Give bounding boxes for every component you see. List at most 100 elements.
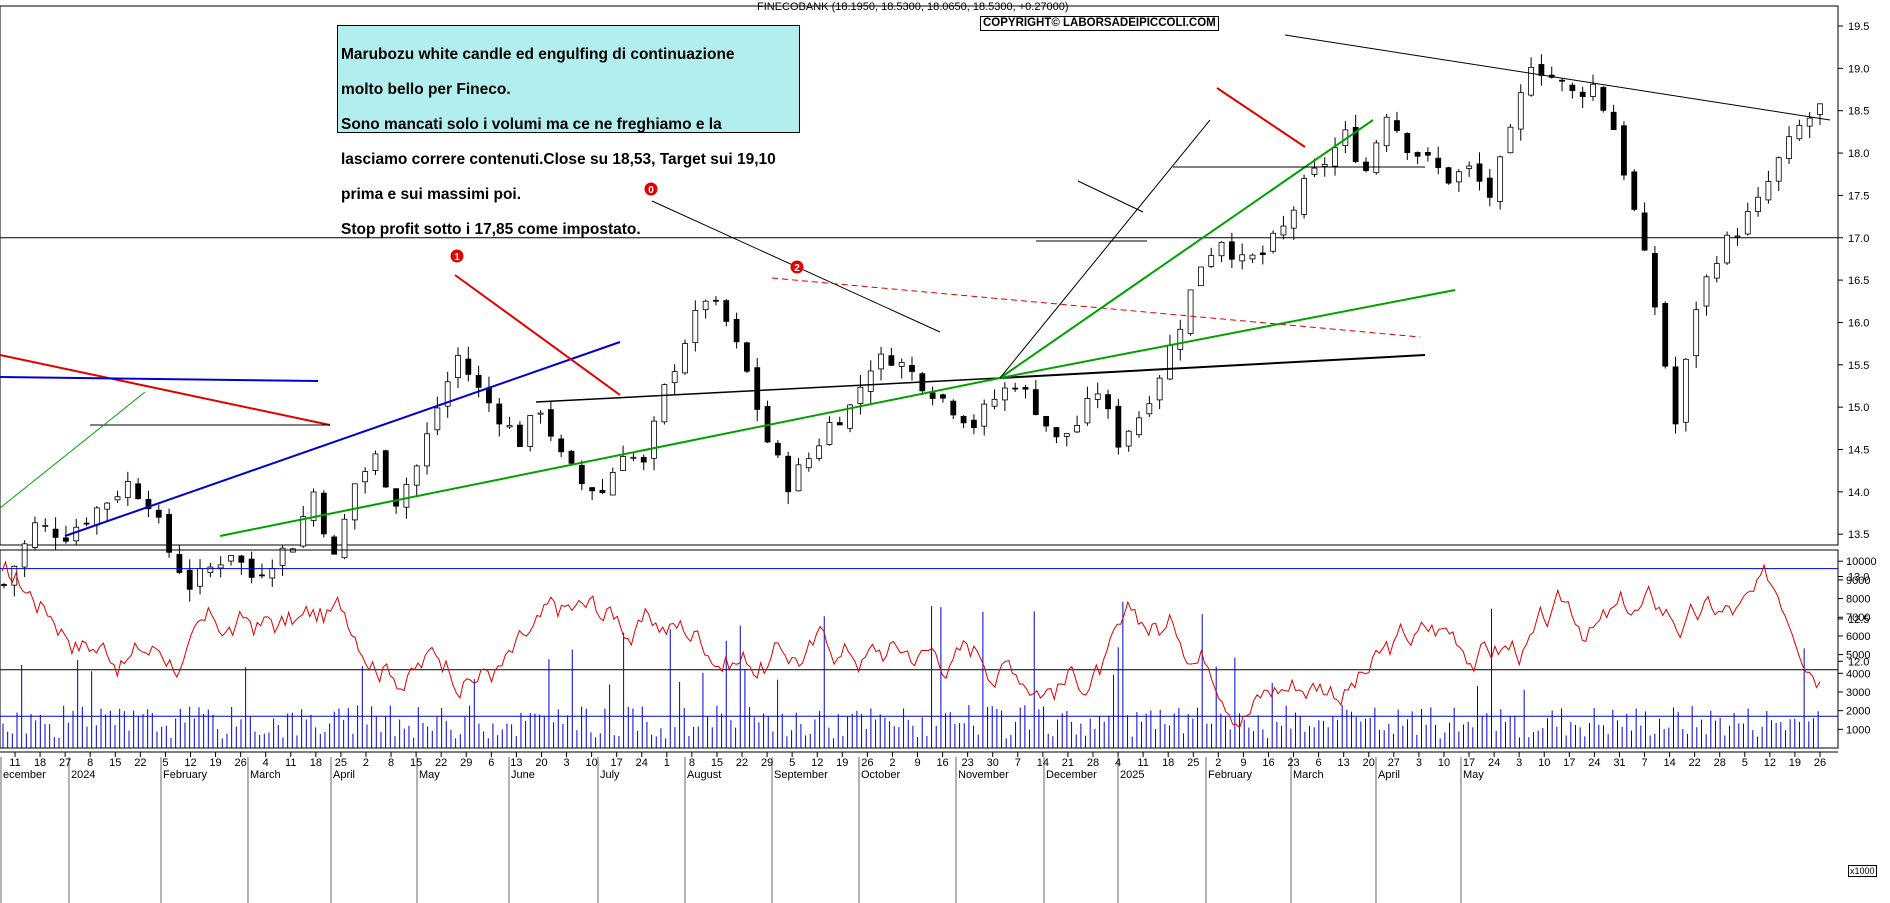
candle-body xyxy=(826,422,833,445)
month-label: July xyxy=(600,769,620,781)
candle-body xyxy=(1022,387,1029,390)
candle-body xyxy=(1497,156,1504,202)
candle-body xyxy=(651,420,657,459)
date-tick-label: 13 xyxy=(1338,757,1350,769)
candle-body xyxy=(1105,394,1111,410)
trend-line-green xyxy=(999,289,1456,379)
candle-body xyxy=(52,528,59,538)
candle-body xyxy=(135,483,142,500)
date-tick-label: 30 xyxy=(987,757,999,769)
candle-body xyxy=(362,471,369,483)
trend-line-green-thin xyxy=(0,391,146,509)
candle-body xyxy=(1156,377,1163,401)
date-axis: 11 18 27 8 15 22 5 12 19 26 4 11 18 25 2 8 15 22 29 6 13 20 3 1… xyxy=(0,751,1838,903)
wave-label: 0 xyxy=(648,185,654,196)
month-label: 2024 xyxy=(71,769,95,781)
candle-body xyxy=(63,537,69,542)
wave-label: 1 xyxy=(454,252,460,263)
candle-body xyxy=(1631,171,1638,210)
candle-body xyxy=(300,516,307,547)
candle-body xyxy=(382,450,389,488)
candle-body xyxy=(1652,252,1658,308)
candle-body xyxy=(1053,427,1060,438)
trend-line-black xyxy=(1284,34,1831,121)
candle-body xyxy=(1321,164,1328,167)
candle-body xyxy=(702,300,709,311)
candle-body xyxy=(207,566,214,574)
trend-line-red xyxy=(454,274,621,396)
date-tick-label: 12 xyxy=(811,757,823,769)
candle-body xyxy=(1270,232,1277,252)
price-tick-label: 17.5 xyxy=(1848,190,1869,202)
date-tick-label: 29 xyxy=(460,757,472,769)
candle-body xyxy=(1074,425,1080,433)
wave-marker xyxy=(644,182,658,196)
candle-body xyxy=(496,403,503,425)
lower-tick-label: 10000 xyxy=(1846,556,1877,568)
candle-body xyxy=(269,568,276,579)
candle-body xyxy=(1621,125,1627,176)
date-tick-label: 24 xyxy=(1588,757,1600,769)
price-tick-label: 12.0 xyxy=(1848,656,1869,668)
candle-body xyxy=(124,481,131,498)
candle-body xyxy=(320,492,327,535)
date-tick-label: 10 xyxy=(1538,757,1550,769)
candle-body xyxy=(413,465,420,486)
candle-body xyxy=(21,543,28,568)
date-tick-label: 15 xyxy=(711,757,723,769)
month-label: December xyxy=(1046,769,1097,781)
month-label: 2025 xyxy=(1120,769,1144,781)
price-tick-label: 12.5 xyxy=(1848,614,1869,626)
date-tick-label: 28 xyxy=(1714,757,1726,769)
candle-body xyxy=(475,374,482,388)
date-tick-label: 21 xyxy=(1062,757,1074,769)
date-tick-label: 12 xyxy=(1764,757,1776,769)
date-tick-label: 11 xyxy=(9,757,20,769)
candle-body xyxy=(1259,252,1266,255)
candle-body xyxy=(568,450,575,464)
annotation-line: Marubozu white candle ed engulfing di co… xyxy=(341,45,735,63)
lower-tick-label: 9000 xyxy=(1846,575,1870,587)
candle-body xyxy=(1332,147,1338,167)
support-line xyxy=(999,354,1426,379)
lower-tick-label: 3000 xyxy=(1846,687,1870,699)
candle-body xyxy=(620,456,626,471)
candle-body xyxy=(1032,389,1039,415)
date-tick-label: 23 xyxy=(962,757,974,769)
date-tick-label: 16 xyxy=(936,757,948,769)
candle-body xyxy=(197,568,203,587)
candle-body xyxy=(1672,366,1679,425)
candle-body xyxy=(104,502,111,510)
date-tick-label: 19 xyxy=(836,757,848,769)
candle-body xyxy=(1662,303,1669,367)
price-tick-label: 16.0 xyxy=(1848,317,1869,329)
candle-body xyxy=(682,343,688,374)
date-tick-label: 7 xyxy=(1015,757,1021,769)
candle-body xyxy=(671,371,678,384)
candle-body xyxy=(836,422,843,426)
candle-body xyxy=(857,386,864,404)
candle-body xyxy=(1208,255,1215,267)
month-label: October xyxy=(861,769,900,781)
candle-body xyxy=(599,489,606,494)
candle-body xyxy=(960,416,967,424)
date-tick-label: 17 xyxy=(1463,757,1475,769)
wave-label: 2 xyxy=(794,263,800,274)
candle-body xyxy=(114,496,121,501)
date-tick-label: 25 xyxy=(335,757,347,769)
candle-body xyxy=(176,554,183,573)
candle-body xyxy=(1693,309,1700,357)
candle-body xyxy=(186,569,193,590)
month-label: March xyxy=(1293,769,1324,781)
wave-marker xyxy=(450,249,464,263)
candle-body xyxy=(847,404,853,429)
candle-body xyxy=(527,415,534,447)
volume-unit: x1000 xyxy=(1848,865,1877,877)
candle-body xyxy=(991,398,998,407)
date-tick-label: 3 xyxy=(1416,757,1422,769)
candle-body xyxy=(434,407,441,431)
candle-body xyxy=(1559,79,1565,82)
date-tick-label: 20 xyxy=(535,757,547,769)
candle-body xyxy=(1125,430,1132,447)
